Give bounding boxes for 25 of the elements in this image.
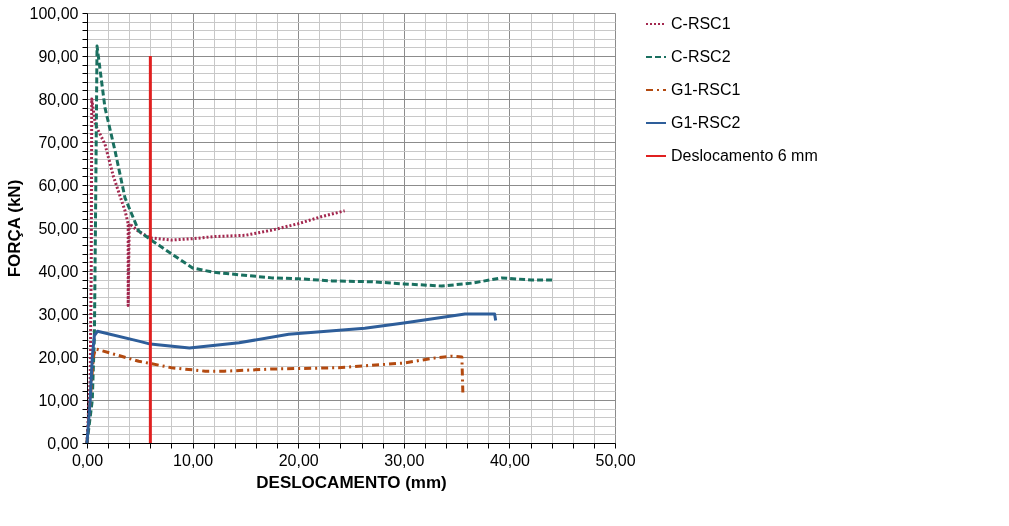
- line-series: [85, 312, 498, 445]
- y-tick-label: 100,00: [29, 4, 79, 22]
- legend-label: C-RSC2: [671, 48, 731, 65]
- y-tick-label: 50,00: [38, 219, 79, 237]
- y-tick-label: 80,00: [38, 90, 79, 108]
- legend-label: Deslocamento 6 mm: [671, 147, 818, 164]
- x-tick-label: 30,00: [384, 451, 425, 469]
- legend-label: G1-RSC1: [671, 81, 741, 98]
- y-tick-label: 90,00: [38, 47, 79, 65]
- y-tick-label: 30,00: [38, 305, 79, 323]
- x-tick-label: 20,00: [278, 451, 319, 469]
- y-tick-label: 0,00: [47, 434, 79, 452]
- y-tick-label: 20,00: [38, 348, 79, 366]
- legend-label: G1-RSC2: [671, 114, 741, 131]
- y-tick-label: 70,00: [38, 133, 79, 151]
- x-tick-label: 40,00: [489, 451, 531, 469]
- x-tick-label: 50,00: [595, 451, 636, 469]
- legend-label: C-RSC1: [671, 15, 731, 32]
- y-axis-title: FORÇA (kN): [4, 179, 24, 278]
- x-tick-label: 0,00: [71, 451, 104, 469]
- x-axis-title: DESLOCAMENTO (mm): [256, 472, 447, 492]
- y-tick-label: 60,00: [38, 176, 79, 194]
- x-tick-label: 10,00: [173, 451, 214, 469]
- y-tick-label: 40,00: [38, 262, 79, 280]
- y-tick-label: 10,00: [38, 391, 79, 409]
